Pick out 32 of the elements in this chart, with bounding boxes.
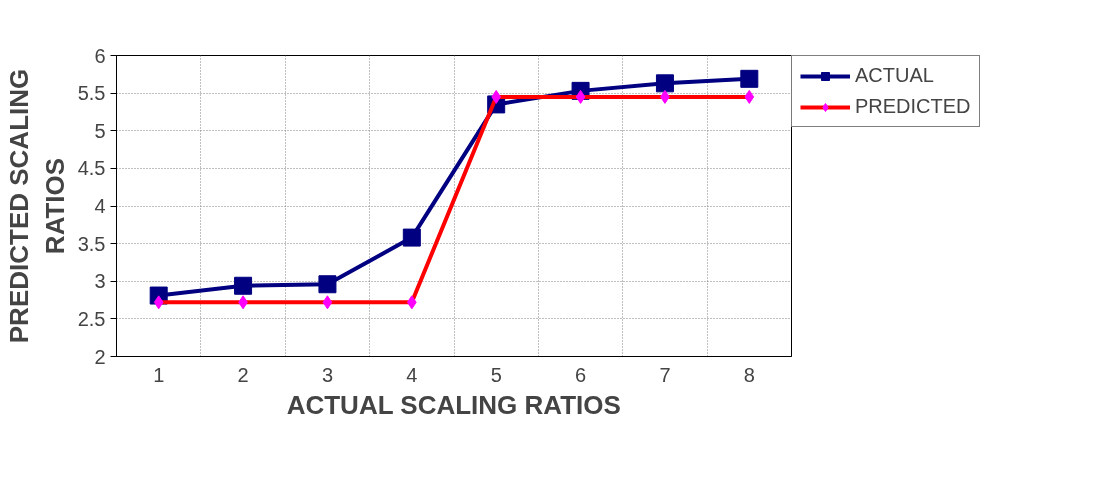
legend-label: ACTUAL — [855, 64, 934, 87]
point — [234, 276, 253, 295]
x-tick-label: 5 — [490, 363, 502, 386]
y-tick-label: 3 — [94, 270, 106, 293]
y-tick-label: 3.5 — [77, 232, 106, 255]
point — [402, 228, 421, 247]
x-axis-title: ACTUAL SCALING RATIOS — [286, 389, 621, 420]
x-tick-label: 2 — [237, 363, 249, 386]
y-tick-label: 2 — [94, 345, 106, 368]
y-tick-label: 4 — [94, 195, 106, 217]
point — [318, 275, 337, 294]
x-tick-label: 6 — [575, 363, 587, 386]
y-tick-label: 6 — [94, 44, 106, 67]
y-tick-label: 5.5 — [77, 82, 106, 105]
x-tick-label: 3 — [321, 363, 333, 386]
point — [491, 89, 502, 104]
y-axis-title: PREDICTED SCALING RATIOS — [3, 68, 70, 344]
point — [322, 295, 333, 310]
point — [744, 89, 755, 104]
point — [406, 295, 417, 310]
y-tick-label: 5 — [94, 119, 106, 142]
x-tick-label: 1 — [153, 363, 165, 386]
x-tick-label: 8 — [743, 363, 755, 386]
point — [575, 89, 586, 104]
x-tick-label: 7 — [659, 363, 671, 386]
y-tick-label: 4.5 — [77, 157, 106, 180]
point — [655, 74, 674, 93]
point — [153, 295, 164, 310]
y-tick-label: 2.5 — [77, 307, 106, 330]
x-tick-label: 4 — [406, 363, 418, 386]
legend-label: PREDICTED — [855, 95, 971, 118]
point — [740, 69, 759, 88]
